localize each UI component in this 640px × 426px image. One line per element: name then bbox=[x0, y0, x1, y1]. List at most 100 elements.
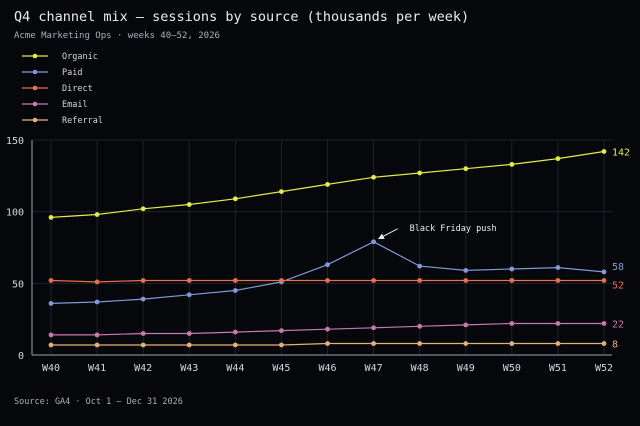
data-point-direct-w40 bbox=[48, 278, 54, 283]
data-point-direct-w47 bbox=[371, 278, 376, 283]
chart-title: Q4 channel mix — sessions by source (tho… bbox=[14, 9, 469, 25]
data-point-direct-w49 bbox=[463, 278, 469, 283]
x-tick-label-w51: W51 bbox=[549, 363, 567, 374]
data-point-organic-w44 bbox=[232, 196, 238, 202]
legend-label-direct: Direct bbox=[62, 84, 93, 94]
data-point-direct-w50 bbox=[509, 278, 515, 283]
data-point-email-w50 bbox=[509, 321, 515, 326]
x-tick-label-w47: W47 bbox=[365, 363, 383, 374]
data-point-direct-w42 bbox=[140, 278, 146, 283]
x-tick-label-w40: W40 bbox=[42, 363, 60, 374]
data-point-referral-w41 bbox=[94, 342, 100, 348]
data-point-paid-w40 bbox=[48, 301, 54, 306]
y-tick-label-50: 50 bbox=[12, 279, 24, 290]
annotation-arrow bbox=[378, 228, 398, 240]
legend-marker-referral bbox=[32, 117, 38, 123]
legend-marker-email bbox=[32, 101, 38, 107]
data-point-referral-w42 bbox=[140, 342, 146, 348]
x-tick-label-w42: W42 bbox=[134, 363, 152, 374]
y-axis: 0 50 100 150 bbox=[6, 136, 33, 362]
data-point-organic-w40 bbox=[48, 215, 54, 220]
legend-label-paid: Paid bbox=[62, 68, 82, 78]
gridlines bbox=[32, 139, 612, 356]
data-point-referral-w40 bbox=[48, 342, 54, 348]
series-direct bbox=[48, 278, 607, 285]
data-point-direct-w44 bbox=[232, 278, 238, 283]
data-point-organic-w43 bbox=[186, 202, 192, 207]
data-point-email-w52 bbox=[601, 321, 607, 326]
end-label-referral: 8 bbox=[612, 340, 618, 351]
end-label-direct: 52 bbox=[612, 280, 624, 291]
data-point-referral-w51 bbox=[555, 341, 561, 346]
data-point-direct-w46 bbox=[325, 278, 330, 283]
legend-label-organic: Organic bbox=[62, 52, 98, 62]
data-point-email-w42 bbox=[140, 331, 146, 336]
data-point-referral-w43 bbox=[186, 342, 192, 348]
chart-subtitle: Acme Marketing Ops · weeks 40–52, 2026 bbox=[14, 31, 220, 41]
legend-marker-direct bbox=[32, 85, 38, 91]
data-point-paid-w43 bbox=[186, 292, 192, 298]
source-note: Source: GA4 · Oct 1 – Dec 31 2026 bbox=[14, 397, 183, 407]
legend-label-referral: Referral bbox=[62, 116, 103, 126]
data-point-organic-w52 bbox=[601, 149, 607, 154]
data-point-direct-w43 bbox=[186, 278, 192, 283]
data-point-referral-w50 bbox=[509, 341, 515, 346]
legend: Organic Paid Direct Email Referral bbox=[22, 52, 103, 126]
end-label-organic: 142 bbox=[612, 147, 630, 158]
data-point-paid-w51 bbox=[555, 265, 561, 270]
data-point-direct-w51 bbox=[555, 278, 561, 283]
data-point-organic-w49 bbox=[463, 166, 469, 172]
data-point-referral-w49 bbox=[463, 341, 469, 346]
data-point-email-w49 bbox=[463, 322, 469, 328]
data-point-referral-w44 bbox=[232, 342, 238, 348]
x-axis: W40 W41 W42 W43 W44 W45 W46 W47 W48 W49 W50 W51 W52 bbox=[32, 354, 613, 374]
data-point-paid-w49 bbox=[463, 268, 469, 273]
data-point-paid-w41 bbox=[94, 299, 100, 305]
data-point-organic-w47 bbox=[371, 174, 376, 180]
data-point-organic-w45 bbox=[279, 189, 284, 195]
x-tick-label-w52: W52 bbox=[595, 363, 613, 374]
plot-area bbox=[48, 149, 607, 348]
data-point-paid-w48 bbox=[417, 263, 423, 269]
annotations: Black Friday push bbox=[378, 224, 497, 240]
data-point-direct-w48 bbox=[417, 278, 423, 283]
x-tick-label-w50: W50 bbox=[503, 363, 521, 374]
legend-label-email: Email bbox=[62, 100, 88, 110]
y-tick-label-150: 150 bbox=[6, 136, 24, 147]
data-point-organic-w50 bbox=[509, 161, 515, 167]
data-point-organic-w41 bbox=[94, 212, 100, 217]
data-point-organic-w48 bbox=[417, 170, 423, 176]
x-tick-label-w49: W49 bbox=[457, 363, 475, 374]
data-point-referral-w45 bbox=[279, 342, 284, 348]
end-label-paid: 58 bbox=[612, 262, 624, 273]
data-point-paid-w44 bbox=[232, 288, 238, 293]
data-point-direct-w45 bbox=[279, 278, 284, 283]
data-point-referral-w47 bbox=[371, 341, 376, 346]
data-point-paid-w52 bbox=[601, 269, 607, 275]
series-organic bbox=[48, 149, 607, 220]
annotation-label: Black Friday push bbox=[410, 224, 497, 234]
data-point-email-w44 bbox=[232, 329, 238, 335]
data-point-email-w41 bbox=[94, 332, 100, 338]
series-referral bbox=[48, 341, 607, 348]
end-labels: 142 58 52 22 8 bbox=[612, 147, 630, 350]
x-tick-label-w44: W44 bbox=[226, 363, 244, 374]
data-point-email-w40 bbox=[48, 332, 54, 338]
legend-marker-paid bbox=[32, 69, 38, 75]
data-point-email-w48 bbox=[417, 323, 423, 329]
data-point-referral-w46 bbox=[325, 341, 330, 346]
y-tick-label-100: 100 bbox=[6, 208, 24, 219]
data-point-paid-w46 bbox=[325, 262, 330, 268]
data-point-email-w45 bbox=[279, 328, 284, 334]
data-point-direct-w41 bbox=[94, 279, 100, 285]
data-point-organic-w42 bbox=[140, 206, 146, 212]
end-label-email: 22 bbox=[612, 319, 624, 330]
y-tick-label-0: 0 bbox=[18, 351, 24, 362]
data-point-email-w46 bbox=[325, 326, 330, 332]
data-point-email-w47 bbox=[371, 325, 376, 331]
data-point-email-w43 bbox=[186, 331, 192, 336]
data-point-paid-w50 bbox=[509, 266, 515, 272]
data-point-organic-w51 bbox=[555, 156, 561, 162]
